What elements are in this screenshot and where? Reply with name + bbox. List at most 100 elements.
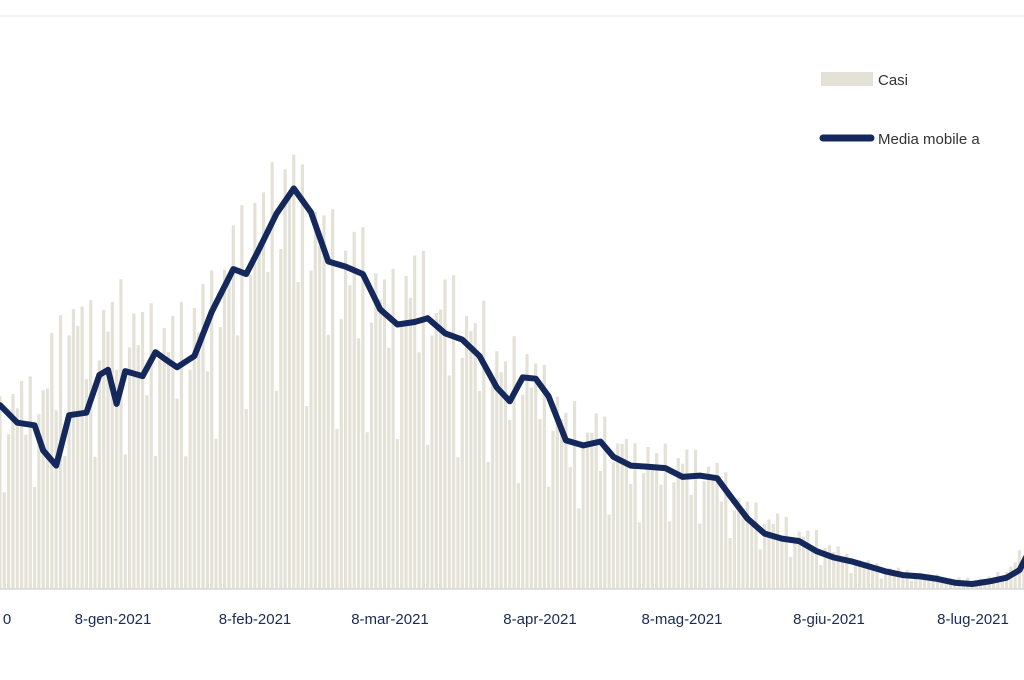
bar-day-138 [594,413,598,589]
bar-day-188 [810,546,814,589]
bar-day-146 [629,483,633,589]
bar-day-95 [408,297,412,589]
bar-day-126 [542,364,546,589]
bar-day-129 [555,396,559,589]
bar-day-34 [145,395,149,589]
bar-day-123 [529,387,533,589]
bar-day-154 [663,443,667,589]
bar-day-125 [538,419,542,589]
bar-day-52 [223,269,227,589]
bar-day-16 [67,335,71,589]
bar-day-96 [413,255,417,589]
bar-day-3 [11,394,15,589]
bar-day-164 [706,466,711,589]
legend: Casi Media mobile a [819,72,980,148]
legend-label-casi: Casi [878,72,908,89]
bar-day-67 [287,193,292,589]
bar-day-70 [300,164,304,589]
bar-day-37 [158,359,162,589]
bar-day-83 [356,338,361,589]
bar-day-232 [1000,580,1004,589]
bar-day-120 [516,483,520,589]
bar-day-7 [28,376,32,589]
bar-day-109 [469,331,473,589]
bar-day-64 [274,390,279,589]
bar-day-206 [888,567,892,589]
bar-day-124 [534,363,538,589]
bar-day-31 [132,313,136,589]
bar-day-77 [331,209,335,589]
x-tick-label-4: 8-apr-2021 [503,611,576,628]
bar-day-25 [106,331,110,589]
bar-day-112 [482,300,486,589]
bar-day-100 [430,335,434,589]
bar-day-30 [128,347,132,589]
bar-day-153 [659,484,663,589]
bar-day-180 [776,513,780,589]
bar-day-187 [806,530,810,589]
bar-day-56 [240,205,244,589]
bar-day-210 [905,570,909,589]
bar-day-44 [188,369,192,589]
bar-day-26 [110,302,114,589]
bar-day-208 [896,567,901,589]
legend-swatch-casi [821,72,873,86]
bar-day-194 [836,546,840,589]
bar-day-117 [503,361,508,589]
bar-day-160 [689,494,693,589]
bar-day-211 [909,580,914,589]
bar-day-23 [97,360,101,589]
bar-day-62 [266,271,270,589]
bar-day-32 [136,345,140,589]
bar-day-60 [257,243,261,589]
bar-day-162 [698,523,702,589]
bar-day-189 [814,529,819,589]
x-tick-label-1: 8-gen-2021 [75,611,152,628]
bar-day-103 [443,279,447,589]
legend-label-media-mobile: Media mobile a [878,131,980,148]
bar-day-20 [84,379,88,589]
bar-day-139 [598,470,603,589]
bar-day-85 [365,432,369,589]
bar-day-183 [788,556,793,589]
bar-day-6 [24,434,28,589]
bar-day-88 [378,299,382,589]
bar-day-11 [45,388,50,589]
bar-day-19 [80,306,84,589]
bar-day-156 [672,482,676,589]
bar-day-165 [711,475,715,589]
bar-day-167 [719,501,724,589]
bar-day-122 [525,354,529,589]
x-tick-label-0: 0 [3,611,11,628]
bar-day-42 [179,301,184,589]
bar-day-53 [227,276,231,589]
bar-day-55 [236,335,240,589]
bar-day-111 [477,390,482,589]
bar-day-59 [253,202,257,590]
bar-day-133 [572,401,577,589]
bar-day-15 [63,456,67,589]
bar-day-82 [352,231,356,589]
bar-day-168 [724,472,728,589]
bar-day-178 [767,519,771,589]
bar-series-casi [0,154,1024,590]
bar-day-155 [668,521,672,589]
bar-day-57 [244,408,248,589]
bar-day-134 [577,508,581,589]
x-tick-label-7: 8-lug-2021 [937,611,1009,628]
bar-day-0 [0,396,2,589]
bar-day-35 [149,303,153,589]
bar-day-197 [849,573,853,589]
bar-day-28 [119,279,123,589]
bar-day-176 [758,549,762,589]
bar-day-65 [279,249,283,589]
bar-day-192 [827,545,832,589]
bar-day-76 [326,334,330,589]
bar-day-181 [780,538,784,589]
bar-day-36 [153,456,158,589]
bar-day-90 [387,347,391,589]
bar-day-105 [452,275,456,589]
bar-day-107 [460,358,464,589]
bar-day-209 [901,574,905,589]
bar-day-72 [309,270,313,589]
